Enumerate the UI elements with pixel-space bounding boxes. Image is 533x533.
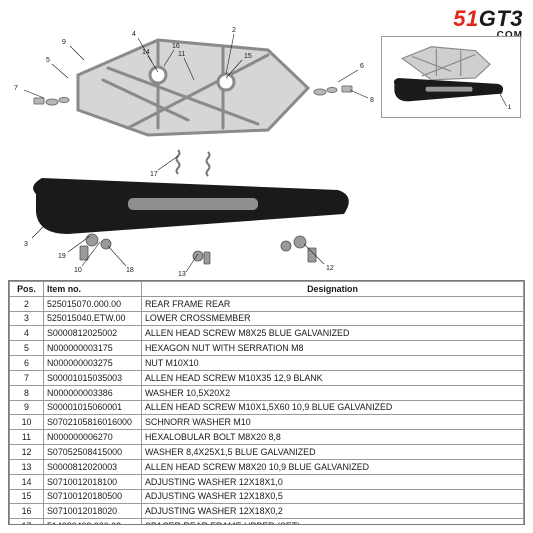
cell-itemno: S0702105816016000 [44, 415, 142, 430]
callout-2: 2 [232, 27, 236, 34]
table-row: 13S0000812020003ALLEN HEAD SCREW M8X20 1… [10, 459, 524, 474]
table-row: 17514080408.000.02SPACER REAR FRAME UPPE… [10, 519, 524, 525]
table-row: 11N000000006270HEXALOBULAR BOLT M8X20 8,… [10, 430, 524, 445]
col-pos: Pos. [10, 282, 44, 297]
cell-itemno: S07100120180500 [44, 489, 142, 504]
callout-16: 16 [172, 43, 180, 50]
diagram-svg: 2 3 4 5 6 7 8 9 10 11 12 13 14 15 16 17 … [8, 20, 388, 278]
cell-itemno: 514080408.000.02 [44, 519, 142, 525]
callout-11: 11 [178, 51, 185, 58]
cell-pos: 3 [10, 311, 44, 326]
cell-pos: 6 [10, 356, 44, 371]
table-row: 9S00001015060001ALLEN HEAD SCREW M10X1,5… [10, 400, 524, 415]
callout-14: 14 [142, 49, 150, 56]
callout-3: 3 [24, 241, 28, 248]
cell-designation: ADJUSTING WASHER 12X18X0,5 [142, 489, 524, 504]
cell-designation: WASHER 8,4X25X1,5 BLUE GALVANIZED [142, 445, 524, 460]
table-row: 15S07100120180500ADJUSTING WASHER 12X18X… [10, 489, 524, 504]
table-row: 14S0710012018100ADJUSTING WASHER 12X18X1… [10, 474, 524, 489]
cell-pos: 9 [10, 400, 44, 415]
table-row: 3525015040.ETW.00LOWER CROSSMEMBER [10, 311, 524, 326]
cell-itemno: S0710012018100 [44, 474, 142, 489]
table-row: 8N000000003386WASHER 10,5X20X2 [10, 385, 524, 400]
table-row: 16S0710012018020ADJUSTING WASHER 12X18X0… [10, 504, 524, 519]
col-designation: Designation [142, 282, 524, 297]
cell-itemno: S00001015035003 [44, 370, 142, 385]
cell-designation: ALLEN HEAD SCREW M8X25 BLUE GALVANIZED [142, 326, 524, 341]
cell-itemno: 525015040.ETW.00 [44, 311, 142, 326]
page: 51GT3 .COM 1 [0, 0, 533, 533]
cell-designation: REAR FRAME REAR [142, 296, 524, 311]
table-row: 10S0702105816016000SCHNORR WASHER M10 [10, 415, 524, 430]
table-row: 6N000000003275NUT M10X10 [10, 356, 524, 371]
cell-itemno: S0000812020003 [44, 459, 142, 474]
cell-designation: ALLEN HEAD SCREW M10X1,5X60 10,9 BLUE GA… [142, 400, 524, 415]
cell-pos: 4 [10, 326, 44, 341]
callout-18: 18 [126, 267, 134, 274]
cell-designation: ADJUSTING WASHER 12X18X0,2 [142, 504, 524, 519]
assembly-thumbnail: 1 [381, 36, 521, 118]
cell-pos: 16 [10, 504, 44, 519]
cell-itemno: S00001015060001 [44, 400, 142, 415]
callout-5: 5 [46, 57, 50, 64]
callout-7: 7 [14, 85, 18, 92]
cell-itemno: N000000003275 [44, 356, 142, 371]
cell-designation: HEXAGON NUT WITH SERRATION M8 [142, 341, 524, 356]
cell-designation: SPACER REAR FRAME UPPER (SET) [142, 519, 524, 525]
parts-table-container: Pos. Item no. Designation 2525015070.000… [8, 280, 525, 525]
callout-6: 6 [360, 63, 364, 70]
thumbnail-svg: 1 [382, 37, 520, 117]
logo-gt: GT3 [479, 6, 523, 31]
cell-itemno: N000000003386 [44, 385, 142, 400]
cell-designation: LOWER CROSSMEMBER [142, 311, 524, 326]
cell-pos: 12 [10, 445, 44, 460]
callout-15: 15 [244, 53, 252, 60]
cell-designation: ADJUSTING WASHER 12X18X1,0 [142, 474, 524, 489]
cell-designation: HEXALOBULAR BOLT M8X20 8,8 [142, 430, 524, 445]
cell-pos: 17 [10, 519, 44, 525]
logo-s1: 51 [453, 6, 478, 31]
callout-10: 10 [74, 267, 82, 274]
cell-itemno: 525015070.000.00 [44, 296, 142, 311]
cell-designation: SCHNORR WASHER M10 [142, 415, 524, 430]
cell-designation: WASHER 10,5X20X2 [142, 385, 524, 400]
callout-12: 12 [326, 265, 334, 272]
cell-pos: 11 [10, 430, 44, 445]
exploded-diagram: 2 3 4 5 6 7 8 9 10 11 12 13 14 15 16 17 … [8, 20, 388, 278]
cell-designation: ALLEN HEAD SCREW M10X35 12,9 BLANK [142, 370, 524, 385]
callout-17: 17 [150, 171, 158, 178]
callout-4: 4 [132, 31, 136, 38]
table-row: 2525015070.000.00REAR FRAME REAR [10, 296, 524, 311]
table-row: 7S00001015035003ALLEN HEAD SCREW M10X35 … [10, 370, 524, 385]
cell-itemno: S07052508415000 [44, 445, 142, 460]
cell-pos: 2 [10, 296, 44, 311]
cell-pos: 8 [10, 385, 44, 400]
cell-itemno: N000000003175 [44, 341, 142, 356]
parts-table: Pos. Item no. Designation 2525015070.000… [9, 281, 524, 525]
callout-8: 8 [370, 97, 374, 104]
cell-itemno: S0710012018020 [44, 504, 142, 519]
thumbnail-label: 1 [508, 104, 512, 111]
cell-designation: ALLEN HEAD SCREW M8X20 10,9 BLUE GALVANI… [142, 459, 524, 474]
callout-9: 9 [62, 39, 66, 46]
cell-pos: 13 [10, 459, 44, 474]
cell-pos: 7 [10, 370, 44, 385]
table-body: 2525015070.000.00REAR FRAME REAR35250150… [10, 296, 524, 525]
cell-pos: 14 [10, 474, 44, 489]
table-row: 4S0000812025002ALLEN HEAD SCREW M8X25 BL… [10, 326, 524, 341]
callout-19: 19 [58, 253, 66, 260]
cell-itemno: N000000006270 [44, 430, 142, 445]
cell-itemno: S0000812025002 [44, 326, 142, 341]
cell-pos: 10 [10, 415, 44, 430]
callout-13: 13 [178, 271, 186, 278]
table-row: 12S07052508415000WASHER 8,4X25X1,5 BLUE … [10, 445, 524, 460]
cell-pos: 5 [10, 341, 44, 356]
cell-designation: NUT M10X10 [142, 356, 524, 371]
col-itemno: Item no. [44, 282, 142, 297]
table-header: Pos. Item no. Designation [10, 282, 524, 297]
table-row: 5N000000003175HEXAGON NUT WITH SERRATION… [10, 341, 524, 356]
cell-pos: 15 [10, 489, 44, 504]
